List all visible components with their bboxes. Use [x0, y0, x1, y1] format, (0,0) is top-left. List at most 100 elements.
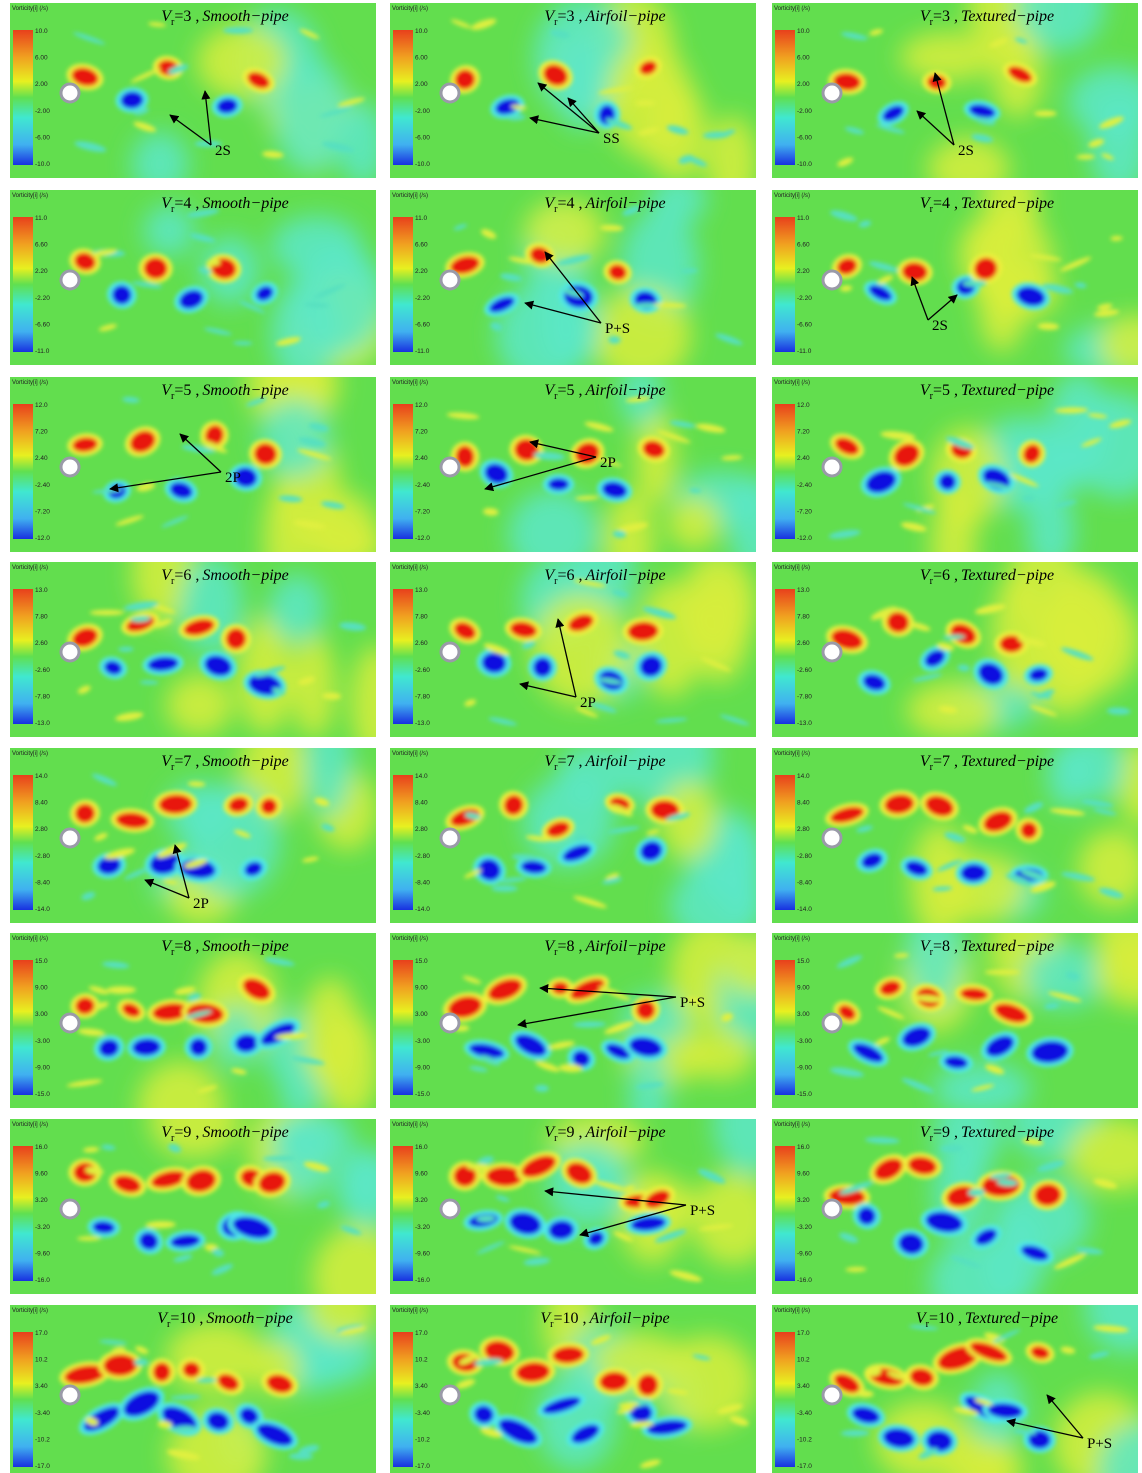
- colorbar-title: Vorticity[i] (/s): [774, 193, 810, 199]
- title-value: =3 ,: [174, 8, 199, 25]
- colorbar-label: 10.2: [797, 1357, 810, 1364]
- colorbar-label: -9.00: [797, 1064, 812, 1071]
- colorbar-label: -15.0: [35, 1091, 50, 1098]
- cylinder: [441, 1014, 459, 1032]
- colorbar-title: Vorticity[i] (/s): [392, 936, 428, 942]
- colorbar-label: -10.0: [415, 161, 430, 168]
- colorbar: [13, 30, 33, 165]
- colorbar-title: Vorticity[i] (/s): [774, 6, 810, 12]
- cylinder: [61, 1014, 79, 1032]
- colorbar-label: 13.0: [35, 587, 48, 594]
- colorbar-label: -9.60: [35, 1250, 50, 1257]
- colorbar-label: -12.0: [415, 535, 430, 542]
- panel: Vorticity[i] (/s)11.06.602.20-2.20-6.60-…: [10, 190, 388, 386]
- colorbar: [393, 589, 413, 724]
- colorbar-title: Vorticity[i] (/s): [12, 193, 48, 199]
- colorbar-label: 3.40: [415, 1383, 428, 1390]
- colorbar: [393, 960, 413, 1095]
- colorbar-label: 2.00: [35, 81, 48, 88]
- colorbar: [393, 1146, 413, 1281]
- title-pipe: Smooth−pipe: [202, 195, 288, 212]
- colorbar-label: -3.40: [415, 1410, 430, 1417]
- cylinder: [823, 458, 841, 476]
- colorbar-label: -7.20: [797, 508, 812, 515]
- patch: [166, 674, 233, 735]
- colorbar-title: Vorticity[i] (/s): [12, 1308, 48, 1314]
- colorbar-label: 6.00: [797, 55, 810, 62]
- annotation-label: 2S: [215, 143, 231, 159]
- colorbar-label: -7.20: [415, 508, 430, 515]
- vorticity-field: [10, 336, 387, 596]
- colorbar-label: -2.80: [415, 853, 430, 860]
- title-pipe: Textured−pipe: [961, 938, 1054, 955]
- patch: [280, 1070, 320, 1122]
- colorbar: [775, 775, 795, 910]
- colorbar-label: 2.40: [415, 455, 428, 462]
- colorbar-label: -8.40: [797, 879, 812, 886]
- title-pipe: Airfoil−pipe: [585, 938, 666, 955]
- patch: [269, 575, 325, 642]
- colorbar-label: 2.60: [35, 640, 48, 647]
- title-pipe: Textured−pipe: [961, 567, 1054, 584]
- annotation-label: P+S: [680, 995, 705, 1011]
- colorbar-label: -6.60: [415, 321, 430, 328]
- colorbar-label: 14.0: [797, 773, 810, 780]
- title-pipe: Smooth−pipe: [202, 8, 288, 25]
- colorbar-label: 3.40: [35, 1383, 48, 1390]
- colorbar-label: 9.00: [35, 985, 48, 992]
- colorbar-label: 7.20: [797, 429, 810, 436]
- colorbar-label: 17.0: [35, 1330, 48, 1337]
- annotation-label: 2P: [580, 695, 596, 711]
- colorbar-label: -13.0: [797, 720, 812, 727]
- panel: Vorticity[i] (/s)15.09.003.00-3.00-9.00-…: [10, 933, 380, 1152]
- colorbar-label: 3.00: [415, 1011, 428, 1018]
- colorbar-title: Vorticity[i] (/s): [12, 380, 48, 386]
- title-value: =3 ,: [933, 8, 958, 25]
- colorbar-label: -9.60: [415, 1250, 430, 1257]
- cylinder: [441, 1200, 459, 1218]
- vorticity-field: [390, 1278, 756, 1473]
- title-value: =7 ,: [557, 753, 582, 770]
- colorbar-label: -2.40: [415, 482, 430, 489]
- annotation-label: 2S: [932, 318, 948, 334]
- panel: Vorticity[i] (/s)13.07.802.60-2.60-7.80-…: [10, 524, 402, 763]
- title-pipe: Airfoil−pipe: [585, 8, 666, 25]
- title-value: =5 ,: [174, 382, 199, 399]
- title-pipe: Smooth−pipe: [202, 382, 288, 399]
- patch: [689, 1029, 754, 1080]
- colorbar-title: Vorticity[i] (/s): [774, 1308, 810, 1314]
- colorbar-label: -13.0: [415, 720, 430, 727]
- colorbar-label: 12.0: [35, 402, 48, 409]
- colorbar-label: -12.0: [797, 535, 812, 542]
- colorbar-label: 7.20: [35, 429, 48, 436]
- colorbar-label: 16.0: [35, 1144, 48, 1151]
- title-value: =5 ,: [557, 382, 582, 399]
- panel: Vorticity[i] (/s)16.09.603.20-3.20-9.60-…: [772, 1076, 1142, 1325]
- patch: [303, 978, 359, 1090]
- title-value: =10 ,: [170, 1310, 203, 1327]
- panel: Vorticity[i] (/s)12.07.202.40-2.40-7.20-…: [10, 336, 387, 596]
- colorbar-label: 6.60: [797, 242, 810, 249]
- title-value: =10 ,: [553, 1310, 586, 1327]
- cylinder: [823, 271, 841, 289]
- colorbar: [13, 960, 33, 1095]
- colorbar-label: -2.40: [797, 482, 812, 489]
- colorbar-label: -6.60: [35, 321, 50, 328]
- colorbar-label: -12.0: [35, 535, 50, 542]
- colorbar: [775, 1146, 795, 1281]
- title-value: =9 ,: [557, 1124, 582, 1141]
- colorbar-label: -6.60: [797, 321, 812, 328]
- colorbar-label: 3.00: [35, 1011, 48, 1018]
- colorbar-label: -17.0: [415, 1463, 430, 1470]
- colorbar-label: -3.40: [797, 1410, 812, 1417]
- vorticity-field: [10, 1081, 404, 1330]
- colorbar-label: -7.80: [797, 693, 812, 700]
- cylinder: [61, 1386, 79, 1404]
- cylinder: [61, 271, 79, 289]
- colorbar-label: 2.80: [797, 826, 810, 833]
- cylinder: [61, 458, 79, 476]
- colorbar-label: 9.60: [797, 1171, 810, 1178]
- colorbar-label: 11.0: [35, 215, 48, 222]
- colorbar-label: 2.20: [797, 268, 810, 275]
- colorbar: [775, 217, 795, 352]
